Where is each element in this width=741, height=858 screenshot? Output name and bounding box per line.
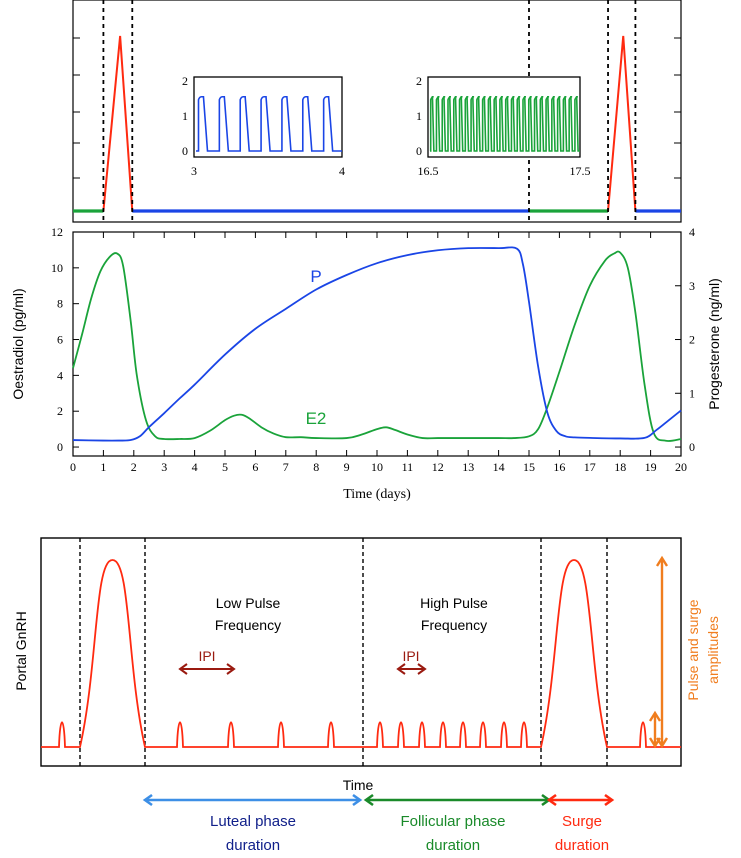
inset-luteal: 0 1 2 3 4	[182, 74, 345, 178]
duration-arrows	[142, 793, 615, 807]
y-tick-label: 8	[57, 297, 63, 311]
gnrh-simulation-frame	[72, 0, 682, 223]
inset-y-tick-label: 1	[182, 109, 188, 123]
amplitude-arrow-head	[648, 737, 662, 749]
luteal-duration-arrow-head-left	[142, 793, 153, 807]
gnrh-schematic-trace	[41, 559, 681, 748]
x-tick-label: 11	[402, 460, 414, 474]
series-label-p: P	[310, 267, 321, 286]
inset-follicular: 0 1 2 16.5 17.5	[416, 74, 591, 178]
inset-pulse-train	[429, 95, 580, 152]
hormone-levels-axes: 0 1 2 3 4 5 6 7 8 9 10 11 12 13 14 15 16 17 18 19 2002468101…	[51, 225, 695, 474]
gnrh-schematic-frame	[40, 537, 682, 767]
inset-x-tick-label: 17.5	[570, 164, 591, 178]
ipi-arrow-low	[178, 663, 236, 675]
x-tick-label: 17	[584, 460, 596, 474]
x-tick-label: 7	[283, 460, 289, 474]
x-tick-label: 14	[493, 460, 505, 474]
ipi-arrow-head-left	[396, 663, 406, 675]
amplitude-label: Pulse and surge amplitudes	[685, 599, 721, 700]
x-tick-label: 1	[100, 460, 106, 474]
hormone-levels-panel: 0 1 2 3 4 5 6 7 8 9 10 11 12 13 14 15 16 17 18 19 2002468101…	[10, 225, 722, 502]
inset-y-tick-label: 0	[416, 144, 422, 158]
ipi-arrow-head-right	[226, 663, 236, 675]
amplitude-arrows	[648, 555, 669, 749]
inset-y-tick-label: 0	[182, 144, 188, 158]
surge-duration-arrow-head-left	[546, 793, 557, 807]
y-tick-label-right: 1	[689, 386, 695, 400]
x-tick-label: 12	[432, 460, 444, 474]
x-tick-label: 2	[131, 460, 137, 474]
series-line-p	[72, 246, 682, 442]
surge-duration-arrow-head-right	[604, 793, 615, 807]
y-tick-label: 4	[57, 368, 63, 382]
y-tick-label: 6	[57, 333, 63, 347]
y-tick-label-right: 0	[689, 440, 695, 454]
ipi-label-high: IPI	[402, 648, 419, 664]
y-tick-label: 0	[57, 440, 63, 454]
hormone-levels-frame	[72, 231, 682, 457]
x-tick-label: 6	[252, 460, 258, 474]
y-tick-label-right: 3	[689, 279, 695, 293]
ipi-label-low: IPI	[198, 648, 215, 664]
ipi-arrow-head-right	[417, 663, 427, 675]
hormone-levels-series	[72, 246, 682, 442]
x-tick-label: 0	[70, 460, 76, 474]
x-tick-label: 5	[222, 460, 228, 474]
follicular-duration-arrow-head-left	[363, 793, 374, 807]
x-axis-title: Time (days)	[343, 487, 411, 502]
gnrh-schematic-panel: Portal GnRH Time Low Pulse Frequency High…	[13, 537, 721, 854]
gnrh-simulation-traces	[73, 35, 681, 213]
series-label-e2: E2	[306, 409, 327, 428]
surge-trace	[607, 35, 637, 212]
x-tick-label: 19	[645, 460, 657, 474]
inset-y-tick-label: 2	[416, 74, 422, 88]
inset-x-tick-label: 4	[339, 164, 345, 178]
gnrh-simulation-y-ticks	[73, 37, 681, 179]
amplitude-arrow-head	[648, 710, 662, 722]
x-tick-label: 16	[553, 460, 565, 474]
ipi-arrow-high	[396, 663, 427, 675]
x-tick-label: 9	[344, 460, 350, 474]
inset-y-tick-label: 2	[182, 74, 188, 88]
amplitude-arrow-head	[655, 555, 669, 567]
surge-duration-label: Surge duration	[555, 813, 609, 854]
luteal-duration-label: Luteal phase duration	[210, 813, 296, 854]
y-tick-label-right: 2	[689, 333, 695, 347]
surge-trace	[102, 35, 134, 212]
y-tick-label: 2	[57, 404, 63, 418]
schematic-x-axis-title: Time	[343, 777, 374, 793]
x-tick-label: 18	[614, 460, 626, 474]
schematic-y-axis-title: Portal GnRH	[13, 611, 29, 690]
x-tick-label: 3	[161, 460, 167, 474]
low-pulse-frequency-label: Low Pulse Frequency	[215, 595, 281, 633]
follicular-duration-label: Follicular phase duration	[400, 813, 505, 854]
ipi-arrow-head-left	[178, 663, 188, 675]
x-tick-label: 15	[523, 460, 535, 474]
x-tick-label: 4	[192, 460, 198, 474]
x-tick-label: 10	[371, 460, 383, 474]
inset-pulse-train	[196, 95, 342, 152]
y-tick-label: 12	[51, 225, 63, 239]
x-tick-label: 20	[675, 460, 687, 474]
x-tick-label: 13	[462, 460, 474, 474]
luteal-duration-arrow-head-right	[352, 793, 363, 807]
gnrh-schematic-dashed-lines	[79, 538, 608, 766]
gnrh-simulation-panel: 0 1 2 3 4 0 1 2 16.5 17.5	[72, 0, 682, 223]
inset-x-tick-label: 16.5	[418, 164, 439, 178]
x-tick-label: 8	[313, 460, 319, 474]
y-tick-label-right: 4	[689, 225, 695, 239]
y-tick-label: 10	[51, 261, 63, 275]
gnrh-simulation-dashed-lines	[102, 0, 637, 222]
y-axis-title-left: Oestradiol (pg/ml)	[10, 288, 26, 399]
high-pulse-frequency-label: High Pulse Frequency	[420, 595, 488, 633]
series-line-e2	[72, 250, 682, 442]
inset-y-tick-label: 1	[416, 109, 422, 123]
y-axis-title-right: Progesterone (ng/ml)	[706, 278, 722, 410]
inset-x-tick-label: 3	[191, 164, 197, 178]
